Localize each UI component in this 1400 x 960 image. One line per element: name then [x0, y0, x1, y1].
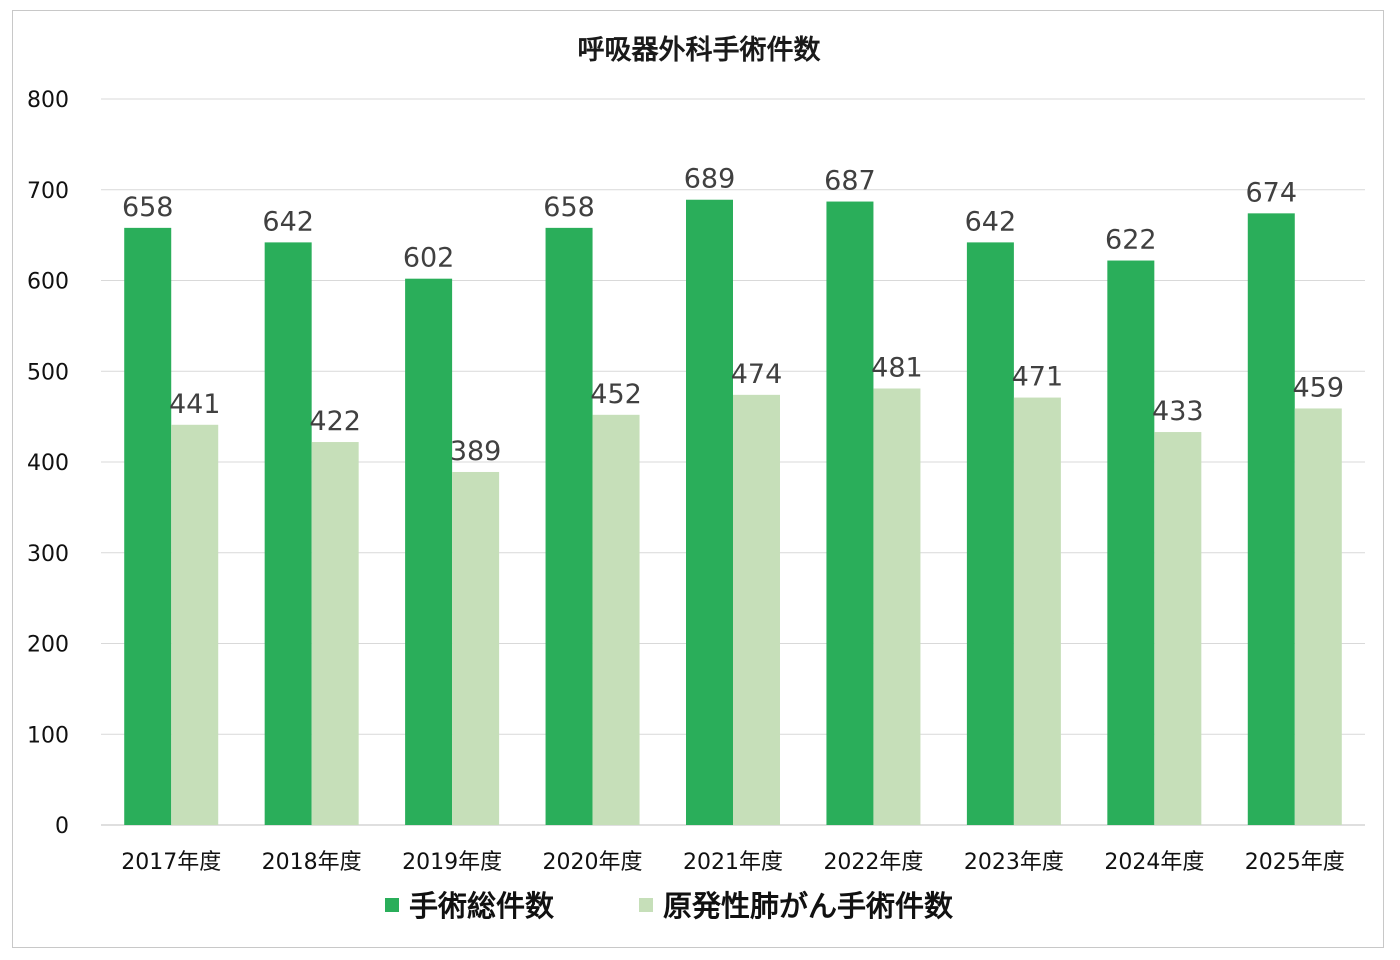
- legend: 手術総件数 原発性肺がん手術件数: [385, 889, 954, 923]
- bar-total-surgeries: [1107, 260, 1155, 825]
- data-label: 474: [731, 359, 783, 390]
- bar-lung-cancer-surgeries: [873, 388, 921, 825]
- data-label: 481: [871, 352, 923, 383]
- bar-total-surgeries: [264, 242, 312, 825]
- x-tick-label: 2025年度: [1245, 850, 1345, 875]
- data-label: 441: [169, 389, 221, 420]
- data-labels: 658 441 642 422 602 389 658 452 689 474 687 481 642 4…: [122, 164, 1344, 467]
- bar-lung-cancer-surgeries: [1294, 408, 1342, 825]
- y-tick-label: 800: [27, 88, 69, 113]
- data-label: 422: [309, 406, 361, 437]
- data-label: 689: [684, 164, 736, 195]
- chart-title: 呼吸器外科手術件数: [578, 35, 822, 66]
- y-tick-label: 200: [27, 633, 69, 658]
- x-tick-label: 2021年度: [683, 850, 783, 875]
- data-label: 452: [590, 379, 642, 410]
- bar-chart: 呼吸器外科手術件数 0 100 200 300 400 500 600 700 800 658 4…: [27, 35, 1365, 923]
- y-tick-label: 500: [27, 360, 69, 385]
- bar-lung-cancer-surgeries: [452, 471, 500, 825]
- data-label: 687: [824, 166, 876, 197]
- y-tick-label: 100: [27, 723, 69, 748]
- bar-total-surgeries: [1247, 213, 1295, 826]
- y-tick-label: 400: [27, 451, 69, 476]
- bar-total-surgeries: [545, 227, 593, 826]
- y-tick-label: 700: [27, 179, 69, 204]
- x-tick-label: 2022年度: [823, 850, 923, 875]
- legend-swatch: [639, 898, 653, 912]
- data-label: 642: [965, 206, 1017, 237]
- legend-label: 原発性肺がん手術件数: [663, 889, 954, 923]
- x-tick-label: 2020年度: [543, 850, 643, 875]
- y-tick-label: 600: [27, 270, 69, 295]
- chart-frame: 呼吸器外科手術件数 0 100 200 300 400 500 600 700 800 658 4…: [12, 10, 1384, 948]
- y-tick-label: 300: [27, 542, 69, 567]
- y-tick-label: 0: [55, 814, 69, 839]
- bar-total-surgeries: [405, 278, 453, 825]
- bar-lung-cancer-surgeries: [733, 394, 780, 825]
- bar-lung-cancer-surgeries: [311, 442, 359, 825]
- bar-lung-cancer-surgeries: [1154, 432, 1202, 825]
- data-label: 602: [403, 243, 455, 274]
- legend-swatch: [385, 898, 399, 912]
- data-label: 658: [122, 192, 174, 223]
- y-axis-ticks: 0 100 200 300 400 500 600 700 800: [27, 88, 69, 839]
- data-label: 674: [1246, 177, 1298, 208]
- x-tick-label: 2019年度: [402, 850, 502, 875]
- data-label: 459: [1293, 372, 1345, 403]
- bar-lung-cancer-surgeries: [171, 424, 219, 825]
- bar-total-surgeries: [966, 242, 1014, 825]
- x-tick-label: 2017年度: [121, 850, 221, 875]
- x-tick-label: 2018年度: [262, 850, 362, 875]
- data-label: 622: [1105, 225, 1157, 256]
- bar-total-surgeries: [826, 201, 874, 826]
- data-label: 642: [262, 206, 314, 237]
- bar-total-surgeries: [686, 199, 733, 826]
- data-label: 658: [543, 192, 595, 223]
- legend-label: 手術総件数: [409, 889, 555, 923]
- data-label: 389: [450, 436, 502, 467]
- data-label: 433: [1152, 396, 1204, 427]
- x-tick-label: 2024年度: [1104, 850, 1204, 875]
- data-label: 471: [1012, 362, 1064, 393]
- bars: [124, 199, 1342, 826]
- x-tick-label: 2023年度: [964, 850, 1064, 875]
- bar-total-surgeries: [124, 227, 172, 826]
- bar-lung-cancer-surgeries: [592, 414, 640, 825]
- x-axis-ticks: 2017年度 2018年度 2019年度 2020年度 2021年度 2022年度 2023…: [121, 850, 1345, 875]
- bar-lung-cancer-surgeries: [1013, 397, 1061, 825]
